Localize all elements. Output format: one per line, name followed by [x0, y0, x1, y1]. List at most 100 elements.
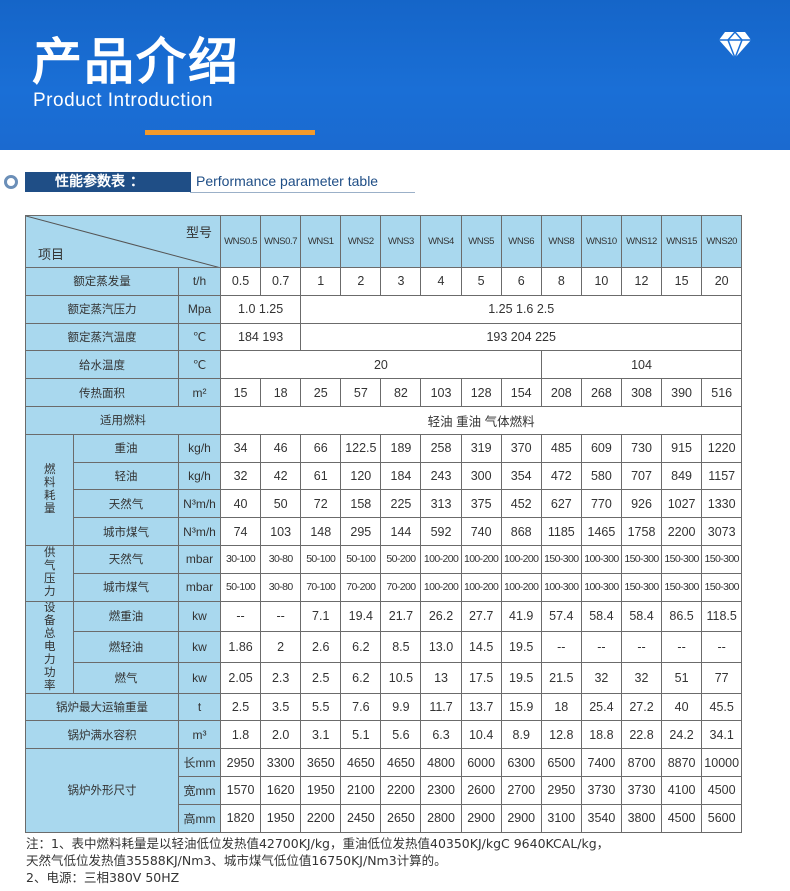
value-cell: 30-100 [220, 544, 262, 574]
value-cell: 3100 [540, 803, 582, 833]
row-label: 天然气 [73, 489, 179, 519]
performance-table: 型号 项目 WNS0.5 WNS0.7 WNS1 WNS2 WNS3 WNS4 WNS5 WNS6… [24, 215, 743, 833]
unit-cell: m³ [177, 720, 222, 750]
table-row: 天然气 N³m/h 40 50 72 158 225 313 375 452 627 770 926 10… [26, 489, 743, 519]
value-cell: -- [540, 631, 582, 663]
value-cell: 4 [420, 267, 462, 296]
value-cell: 51 [661, 661, 703, 694]
value-cell: 8.5 [380, 631, 422, 663]
value-cell: 2450 [340, 803, 382, 833]
value-cell: 104 [540, 350, 743, 380]
value-cell: 6.2 [340, 631, 382, 663]
value-cell: 150-300 [620, 544, 663, 574]
value-cell: 472 [540, 461, 582, 491]
value-cell: 915 [661, 433, 703, 463]
unit-cell: ℃ [177, 322, 222, 352]
value-cell: 120 [340, 461, 382, 491]
value-cell: 66 [300, 433, 342, 463]
value-cell: 58.4 [620, 600, 663, 633]
value-cell: 21.7 [380, 600, 422, 633]
value-cell: 2700 [500, 775, 542, 805]
value-cell: 26.2 [420, 600, 462, 633]
value-cell: 13 [420, 661, 462, 694]
row-label: 锅炉最大运输重量 [25, 692, 179, 722]
table-row: 额定蒸汽压力 Mpa 1.0 1.25 1.25 1.6 2.5 [25, 294, 743, 324]
value-cell: 7.6 [340, 692, 382, 722]
row-label: 锅炉外形尺寸 [25, 748, 179, 833]
value-cell: 4500 [701, 775, 743, 805]
value-cell: 25 [300, 378, 342, 407]
value-cell: 15 [220, 378, 262, 407]
row-label: 锅炉满水容积 [25, 720, 179, 750]
value-cell: 2.05 [220, 661, 262, 694]
value-cell: 10000 [701, 748, 743, 777]
value-cell: 1157 [701, 461, 743, 491]
value-cell: 100-200 [500, 572, 542, 602]
value-cell: 7.1 [300, 600, 342, 633]
value-cell: 1465 [580, 517, 622, 546]
value-cell: 12.8 [540, 720, 582, 750]
value-cell: 10 [580, 267, 622, 296]
table-row: 设备总电力功率 燃重油 kw -- -- 7.1 19.4 21.7 26.2 27.7 41.9 5… [25, 600, 743, 694]
value-cell: 1027 [661, 489, 703, 519]
value-cell: 375 [460, 489, 502, 519]
value-cell: 150-300 [620, 572, 663, 602]
value-cell: 3650 [300, 748, 342, 777]
group-label: 供气压力 [25, 544, 74, 602]
value-cell: 193 204 225 [300, 322, 743, 352]
diamond-icon [719, 30, 751, 60]
value-cell: 1950 [260, 803, 302, 833]
value-cell: 730 [620, 433, 663, 463]
value-cell: 6.3 [420, 720, 462, 750]
table-row: 燃轻油 kw 1.86 2 2.6 6.2 8.5 13.0 14.5 19.5 -- -- -- -- -… [26, 631, 743, 663]
value-cell: 21.5 [540, 661, 582, 694]
header-row: 型号 项目 WNS0.5 WNS0.7 WNS1 WNS2 WNS3 WNS4 WNS5 WNS6… [24, 215, 743, 268]
unit-cell: 长mm [177, 748, 222, 777]
row-label: 燃气 [73, 661, 179, 694]
value-cell: 300 [460, 461, 502, 491]
row-label: 城市煤气 [73, 517, 179, 546]
table-row: 适用燃料 轻油 重油 气体燃料 [24, 405, 743, 435]
value-cell: 34 [220, 433, 262, 463]
row-label: 燃轻油 [73, 631, 179, 663]
value-cell: 580 [580, 461, 622, 491]
row-label: 额定蒸汽压力 [25, 294, 179, 324]
model-header: WNS10 [580, 215, 622, 268]
value-cell: 103 [260, 517, 302, 546]
value-cell: 45.5 [701, 692, 743, 722]
unit-cell: kg/h [177, 433, 222, 463]
group-label: 设备总电力功率 [25, 600, 74, 694]
value-cell: 40 [661, 692, 703, 722]
value-cell: 100-200 [420, 572, 462, 602]
value-cell: -- [580, 631, 622, 663]
target-icon [4, 175, 18, 189]
value-cell: 122.5 [340, 433, 382, 463]
model-header: WNS0.5 [220, 215, 262, 268]
value-cell: 57.4 [540, 600, 582, 633]
value-cell: 2.0 [260, 720, 302, 750]
value-cell: 2 [260, 631, 302, 663]
value-cell: 6.2 [340, 661, 382, 694]
value-cell: 208 [540, 378, 582, 407]
value-cell: 1.0 1.25 [220, 294, 302, 324]
value-cell: 7400 [580, 748, 622, 777]
table-row: 额定蒸发量 t/h 0.5 0.7 1 2 3 4 5 6 8 10 12 15 20 [25, 267, 743, 296]
value-cell: 57 [340, 378, 382, 407]
value-cell: 5600 [701, 803, 743, 833]
value-cell: 32 [220, 461, 262, 491]
section-title-cn: 性能参数表 ： [25, 172, 191, 192]
value-cell: 128 [460, 378, 502, 407]
row-label: 燃重油 [73, 600, 179, 633]
group-label: 燃料耗量 [25, 433, 74, 546]
value-cell: 150-300 [701, 572, 743, 602]
value-cell: 6300 [500, 748, 542, 777]
value-cell: 2.3 [260, 661, 302, 694]
value-cell: 2.6 [300, 631, 342, 663]
value-cell: 41.9 [500, 600, 542, 633]
value-cell: 2600 [460, 775, 502, 805]
unit-cell: N³m/h [177, 517, 222, 546]
value-cell: 319 [460, 433, 502, 463]
value-cell: 5.6 [380, 720, 422, 750]
header-banner: 产品介绍 Product Introduction [0, 0, 790, 150]
value-cell: 1570 [220, 775, 262, 805]
